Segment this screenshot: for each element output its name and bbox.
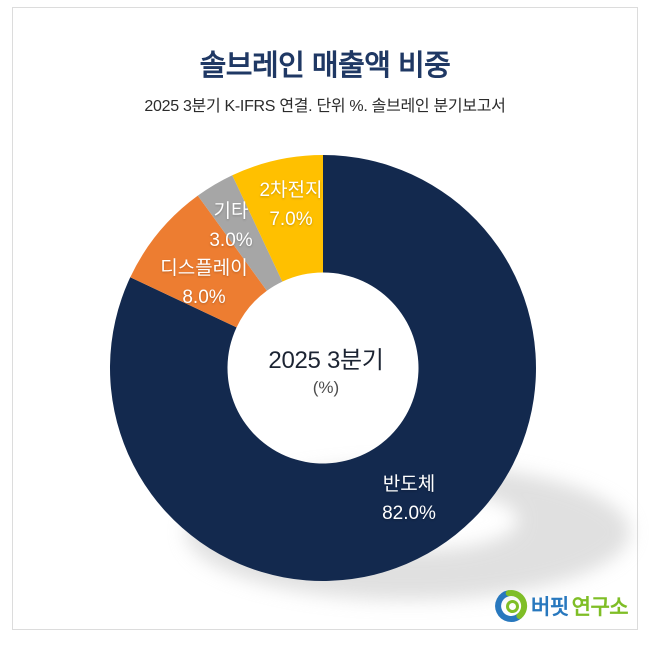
slice-label-other: 기타 3.0%	[209, 197, 252, 255]
chart-title: 솔브레인 매출액 비중	[199, 50, 451, 82]
logo-icon-green-arc	[505, 589, 528, 619]
logo-icon	[495, 589, 528, 622]
logo-icon-blue-arc	[495, 590, 523, 622]
buffett-lab-logo: 버핏 연구소	[494, 589, 629, 623]
logo-text-secondary: 연구소	[571, 596, 629, 619]
donut-center-label: 2025 3분기 (%)	[268, 346, 383, 400]
logo-text-primary: 버핏	[531, 596, 569, 619]
donut-slice-0	[109, 155, 536, 582]
slice-value: 8.0%	[182, 287, 226, 308]
slice-category: 디스플레이	[160, 258, 248, 279]
logo-icon-inner-ring	[506, 600, 519, 613]
slice-value: 82.0%	[382, 503, 436, 524]
center-unit-label: (%)	[312, 378, 340, 397]
slice-value: 7.0%	[269, 209, 313, 230]
slice-label-display: 디스플레이 8.0%	[160, 254, 247, 312]
donut-slice-3	[232, 155, 323, 282]
center-period-label: 2025 3분기	[268, 347, 384, 374]
slice-label-semiconductor: 반도체 82.0%	[382, 470, 436, 528]
slice-value: 3.0%	[209, 230, 253, 251]
slice-category: 반도체	[382, 474, 436, 495]
donut-slice-1	[130, 195, 267, 328]
donut-slice-2	[197, 175, 283, 291]
slice-category: 2차전지	[259, 180, 323, 201]
slice-category: 기타	[213, 201, 249, 222]
slice-label-battery: 2차전지 7.0%	[259, 176, 322, 234]
chart-subtitle: 2025 3분기 K-IFRS 연결. 단위 %. 솔브레인 분기보고서	[144, 98, 506, 115]
